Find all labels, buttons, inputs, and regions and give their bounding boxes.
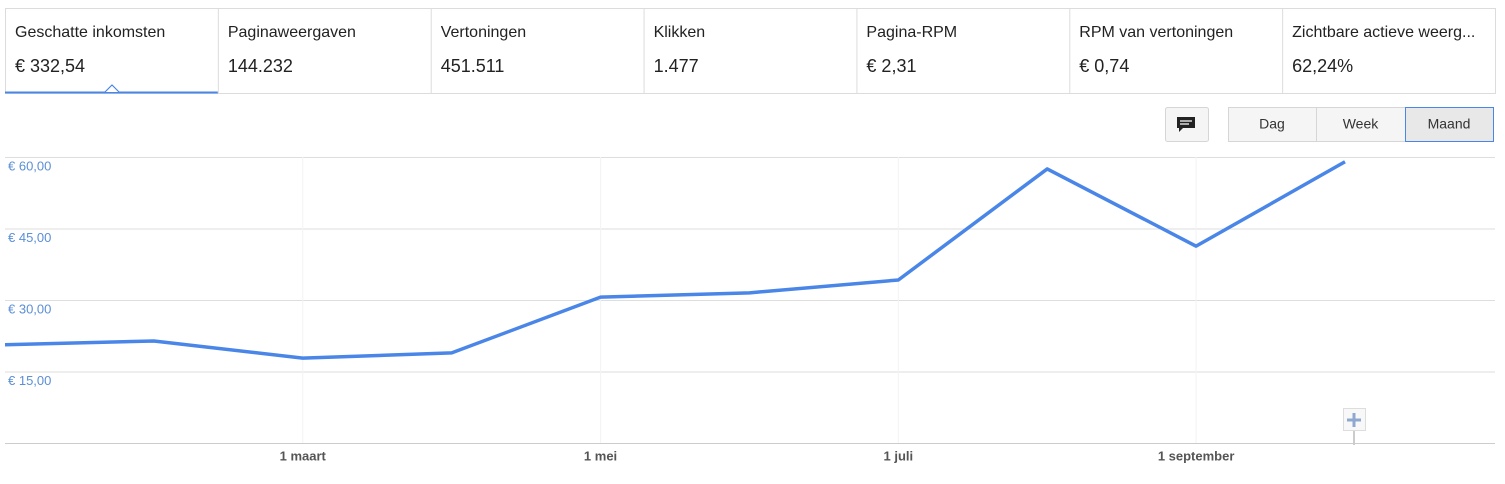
tab-label: Klikken <box>654 24 706 41</box>
y-tick-label: € 60,00 <box>8 158 51 173</box>
x-tick-label: 1 juli <box>884 448 914 463</box>
tab-label: Vertoningen <box>441 24 526 41</box>
tab[interactable] <box>218 9 431 93</box>
tab[interactable] <box>1069 9 1282 93</box>
plus-marker <box>1343 408 1366 445</box>
range-button[interactable] <box>1316 107 1406 142</box>
range-button[interactable] <box>1228 107 1317 142</box>
tab-value: 1.477 <box>654 56 699 76</box>
tab-value: 451.511 <box>441 56 505 76</box>
tab-value: € 2,31 <box>866 56 916 76</box>
tab[interactable] <box>431 9 644 93</box>
range-button[interactable] <box>1405 107 1494 142</box>
tab-caret <box>104 84 120 93</box>
tab-label: Paginaweergaven <box>228 24 356 41</box>
x-tick-label: 1 mei <box>584 448 617 463</box>
data-line <box>4 160 1346 360</box>
y-tick-label: € 30,00 <box>8 301 51 316</box>
tab[interactable] <box>856 9 1069 93</box>
range-button-label: Dag <box>1259 116 1285 132</box>
tab-value: € 332,54 <box>15 56 85 76</box>
range-button-label: Maand <box>1428 116 1471 132</box>
tab-value: € 0,74 <box>1079 56 1129 76</box>
tab-label: Geschatte inkomsten <box>15 24 165 41</box>
tab-label: Pagina-RPM <box>866 24 957 41</box>
tab-value: 144.232 <box>228 56 293 76</box>
tab-label: Zichtbare actieve weerg... <box>1292 24 1475 41</box>
tab[interactable] <box>644 9 857 93</box>
range-button-label: Week <box>1343 116 1380 132</box>
tab-label: RPM van vertoningen <box>1079 24 1233 41</box>
y-tick-label: € 45,00 <box>8 230 51 245</box>
tab[interactable] <box>5 9 218 93</box>
tab-value: 62,24% <box>1292 56 1353 76</box>
y-tick-label: € 15,00 <box>8 373 51 388</box>
x-tick-label: 1 maart <box>280 448 327 463</box>
tab-bar <box>5 8 1496 94</box>
tab[interactable] <box>1282 9 1495 93</box>
x-tick-label: 1 september <box>1158 448 1235 463</box>
comment-icon-lines <box>1180 120 1192 125</box>
